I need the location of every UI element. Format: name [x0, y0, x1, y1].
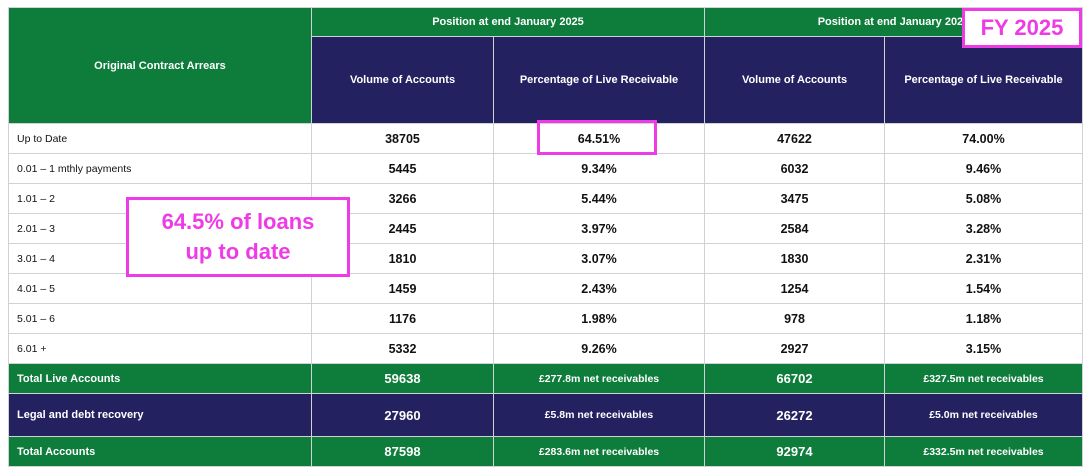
summary-cell-receivables: £283.6m net receivables: [493, 436, 705, 467]
cell-percentage: 5.44%: [493, 183, 705, 214]
cell-volume: 3475: [704, 183, 885, 214]
cell-volume: 2584: [704, 213, 885, 244]
summary-row: Total Accounts 87598 £283.6m net receivabl…: [8, 436, 1083, 467]
cell-volume: 1254: [704, 273, 885, 304]
summary-row-label: Total Live Accounts: [8, 363, 312, 394]
cell-percentage: 5.08%: [884, 183, 1083, 214]
cell-percentage: 9.46%: [884, 153, 1083, 184]
cell-percentage: 64.51%: [493, 123, 705, 154]
fy-badge: FY 2025: [962, 8, 1082, 48]
summary-row-label: Total Accounts: [8, 436, 312, 467]
row-label: Up to Date: [8, 123, 312, 154]
table-row: 4.01 – 5 1459 2.43% 1254 1.54%: [8, 273, 1083, 304]
cell-percentage: 3.15%: [884, 333, 1083, 364]
callout-annotation: 64.5% of loans up to date: [126, 197, 350, 277]
cell-percentage: 74.00%: [884, 123, 1083, 154]
cell-percentage: 2.43%: [493, 273, 705, 304]
row-label: 4.01 – 5: [8, 273, 312, 304]
summary-cell-receivables: £277.8m net receivables: [493, 363, 705, 394]
cell-percentage: 1.98%: [493, 303, 705, 334]
summary-cell-receivables: £327.5m net receivables: [884, 363, 1083, 394]
cell-volume: 47622: [704, 123, 885, 154]
cell-percentage: 1.54%: [884, 273, 1083, 304]
cell-volume: 1176: [311, 303, 494, 334]
row-label: 0.01 – 1 mthly payments: [8, 153, 312, 184]
subheader-volume-2024: Volume of Accounts: [704, 36, 885, 124]
table-body: Up to Date 38705 64.51% 47622 74.00% 0.01 – 1…: [8, 123, 1083, 364]
callout-line-1: 64.5% of loans: [161, 209, 315, 234]
summary-row: Total Live Accounts 59638 £277.8m net rece…: [8, 363, 1083, 394]
cell-volume: 2927: [704, 333, 885, 364]
cell-percentage: 9.26%: [493, 333, 705, 364]
summary-cell-receivables: £5.8m net receivables: [493, 393, 705, 437]
summary-cell-volume: 26272: [704, 393, 885, 437]
cell-volume: 6032: [704, 153, 885, 184]
summary-row: Legal and debt recovery 27960 £5.8m net re…: [8, 393, 1083, 437]
cell-percentage: 1.18%: [884, 303, 1083, 334]
summary-cell-volume: 66702: [704, 363, 885, 394]
row-label: 5.01 – 6: [8, 303, 312, 334]
cell-volume: 978: [704, 303, 885, 334]
period-header-2025: Position at end January 2025: [311, 7, 705, 37]
summary-cell-volume: 92974: [704, 436, 885, 467]
cell-percentage: 3.97%: [493, 213, 705, 244]
table-row: 5.01 – 6 1176 1.98% 978 1.18%: [8, 303, 1083, 334]
summary-cell-volume: 59638: [311, 363, 494, 394]
summary-cell-volume: 87598: [311, 436, 494, 467]
cell-percentage: 2.31%: [884, 243, 1083, 274]
summary-row-label: Legal and debt recovery: [8, 393, 312, 437]
callout-line-2: up to date: [185, 239, 291, 264]
subheader-percentage-2024: Percentage of Live Receivable: [884, 36, 1083, 124]
arrears-table: Original Contract Arrears Position at en…: [8, 7, 1083, 467]
cell-percentage: 3.07%: [493, 243, 705, 274]
summary-cell-volume: 27960: [311, 393, 494, 437]
row-label: 6.01 +: [8, 333, 312, 364]
summary-cell-receivables: £332.5m net receivables: [884, 436, 1083, 467]
table-row: 0.01 – 1 mthly payments 5445 9.34% 6032 9.46…: [8, 153, 1083, 184]
cell-percentage: 3.28%: [884, 213, 1083, 244]
table-row: 6.01 +5332 9.26% 2927 3.15%: [8, 333, 1083, 364]
row-header-label: Original Contract Arrears: [8, 7, 312, 124]
cell-percentage: 9.34%: [493, 153, 705, 184]
subheader-volume-2025: Volume of Accounts: [311, 36, 494, 124]
cell-volume: 5445: [311, 153, 494, 184]
table-summary: Total Live Accounts 59638 £277.8m net rece…: [8, 363, 1083, 467]
cell-volume: 5332: [311, 333, 494, 364]
table-row: Up to Date 38705 64.51% 47622 74.00%: [8, 123, 1083, 154]
cell-volume: 38705: [311, 123, 494, 154]
highlight-box-up-to-date-pct: [537, 120, 657, 155]
cell-volume: 1459: [311, 273, 494, 304]
subheader-percentage-2025: Percentage of Live Receivable: [493, 36, 705, 124]
cell-volume: 1830: [704, 243, 885, 274]
summary-cell-receivables: £5.0m net receivables: [884, 393, 1083, 437]
cell-volume: 3266: [311, 183, 494, 214]
